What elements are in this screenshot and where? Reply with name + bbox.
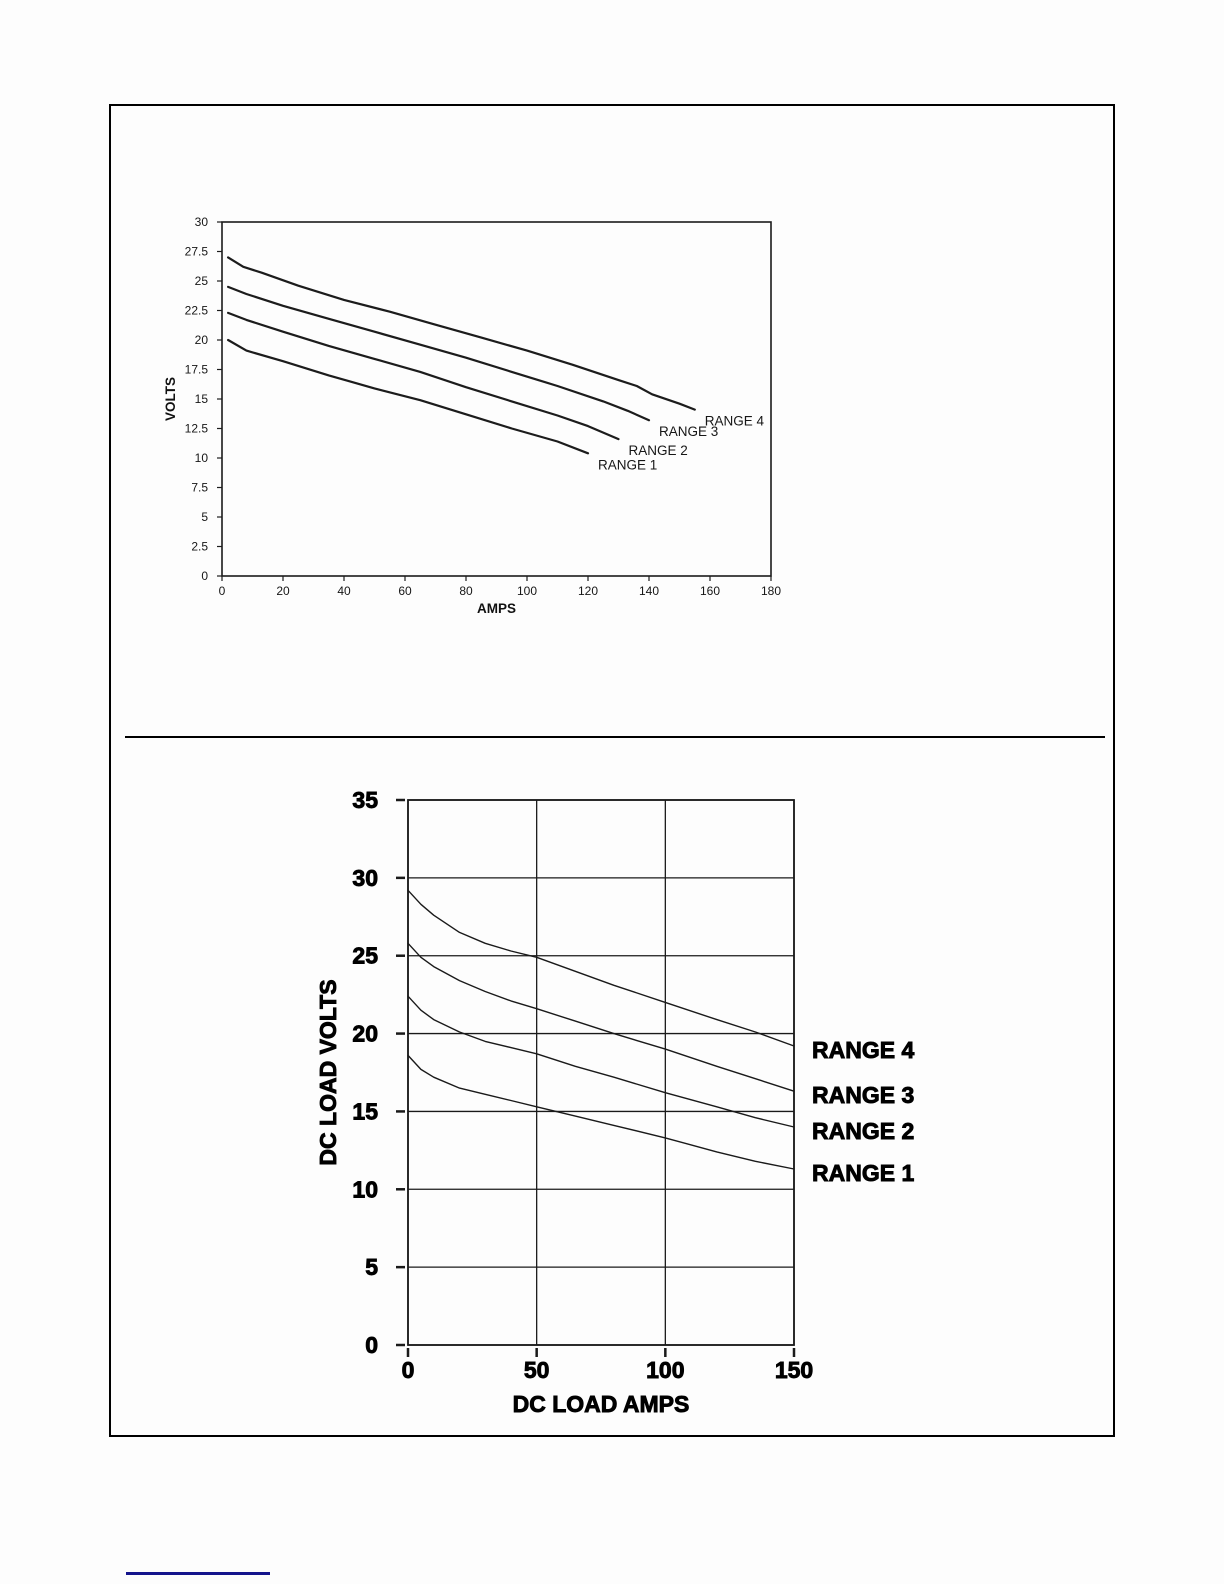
x-axis-tick-label: 60 xyxy=(398,584,412,598)
y-axis-tick-label: 20 xyxy=(195,333,209,347)
series-label-range-3: RANGE 3 xyxy=(659,424,718,439)
curve-range-2 xyxy=(407,995,795,1128)
y-axis-tick-label: 0 xyxy=(365,1332,378,1358)
volt-amp-chart-top-svg: 0 2.5 5 7.5 10 12.5 15 17.5 20 22.5 25 27.5 30 0 20 40 6… xyxy=(163,215,781,616)
x-axis-tick-label: 0 xyxy=(219,584,226,598)
x-axis-tick-label: 120 xyxy=(578,584,598,598)
x-axis-tick-label: 150 xyxy=(775,1357,813,1383)
curve-range-1 xyxy=(407,1054,795,1170)
series-label-range-4: RANGE 4 xyxy=(812,1037,914,1063)
y-axis-tick-label: 10 xyxy=(352,1176,378,1202)
curve-range-4 xyxy=(226,256,696,411)
y-axis-tick-label: 22.5 xyxy=(185,304,209,318)
y-axis-tick-label: 20 xyxy=(352,1021,378,1047)
x-axis-tick-label: 160 xyxy=(700,584,720,598)
series-label-range-1: RANGE 1 xyxy=(812,1160,914,1186)
y-axis-tick-label: 35 xyxy=(352,787,378,813)
y-axis-tick-label: 12.5 xyxy=(185,422,209,436)
dc-load-chart-bottom-svg: 0 5 10 15 20 25 30 35 0 50 100 150 DC LOAD AMPS DC LO… xyxy=(315,787,915,1418)
x-axis-tick-label: 100 xyxy=(646,1357,684,1383)
x-axis-tick-label: 140 xyxy=(639,584,659,598)
volt-amp-chart-top: 0 2.5 5 7.5 10 12.5 15 17.5 20 22.5 25 27.5 30 0 20 40 6… xyxy=(150,205,1020,635)
y-axis-tick-label: 0 xyxy=(201,569,208,583)
section-divider xyxy=(125,736,1105,738)
series-label-range-1: RANGE 1 xyxy=(598,457,657,472)
y-axis-tick-label: 2.5 xyxy=(191,540,208,554)
y-axis-title: VOLTS xyxy=(163,377,178,421)
y-axis-tick-label: 7.5 xyxy=(191,481,208,495)
y-axis-tick-label: 30 xyxy=(352,865,378,891)
series-label-range-4: RANGE 4 xyxy=(705,414,765,429)
series-label-range-3: RANGE 3 xyxy=(812,1082,914,1108)
curve-range-4 xyxy=(407,889,795,1047)
x-axis-tick-label: 20 xyxy=(276,584,290,598)
footer-rule xyxy=(126,1572,270,1575)
y-axis-title: DC LOAD VOLTS xyxy=(315,979,341,1165)
curve-range-2 xyxy=(226,311,620,441)
y-axis-tick-label: 30 xyxy=(195,215,209,229)
page-border xyxy=(109,104,1115,1437)
y-axis-tick-label: 25 xyxy=(352,943,378,969)
series-label-range-2: RANGE 2 xyxy=(812,1118,914,1144)
x-axis-tick-label: 0 xyxy=(402,1357,415,1383)
y-axis-tick-label: 15 xyxy=(352,1098,378,1124)
plot-border xyxy=(407,799,795,1346)
x-axis-tick-label: 40 xyxy=(337,584,351,598)
y-axis-tick-label: 17.5 xyxy=(185,363,209,377)
dc-load-chart-bottom: 0 5 10 15 20 25 30 35 0 50 100 150 DC LOAD AMPS DC LO… xyxy=(300,760,940,1430)
curve-range-1 xyxy=(226,338,590,455)
y-axis-tick-label: 27.5 xyxy=(185,245,209,259)
series-label-range-2: RANGE 2 xyxy=(629,443,688,458)
x-axis-tick-label: 100 xyxy=(517,584,537,598)
x-axis-tick-label: 180 xyxy=(761,584,781,598)
y-axis-tick-label: 5 xyxy=(201,510,208,524)
x-axis-tick-label: 80 xyxy=(459,584,473,598)
x-axis-tick-label: 50 xyxy=(524,1357,550,1383)
curve-range-3 xyxy=(407,942,795,1092)
curve-range-3 xyxy=(226,285,651,422)
x-axis-title: DC LOAD AMPS xyxy=(513,1391,690,1417)
y-axis-tick-label: 5 xyxy=(365,1254,378,1280)
y-axis-tick-label: 10 xyxy=(195,451,209,465)
x-axis-title: AMPS xyxy=(477,601,516,616)
y-axis-tick-label: 25 xyxy=(195,274,209,288)
plot-border xyxy=(221,221,772,577)
y-axis-tick-label: 15 xyxy=(195,392,209,406)
